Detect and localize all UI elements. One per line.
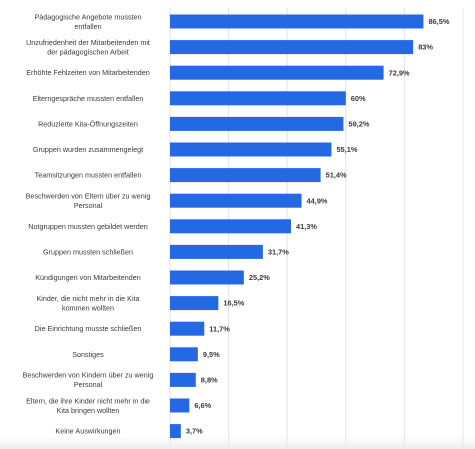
bar: [170, 193, 302, 208]
value-label: 41,3%: [296, 222, 317, 231]
bar: [170, 372, 196, 387]
value-label: 3,7%: [186, 427, 203, 436]
category-label: Erhöhte Fehlzeiten von Mitarbeitenden: [26, 68, 149, 77]
category-label: Eltern, die ihre Kinder nicht mehr in di…: [26, 396, 150, 415]
bar: [170, 116, 344, 131]
value-label: 72,9%: [389, 68, 410, 77]
category-label-line: Personal: [74, 380, 103, 389]
value-label: 31,7%: [268, 248, 289, 257]
bar: [170, 219, 292, 234]
category-label: Kündigungen von Mitarbeitenden: [35, 273, 141, 282]
category-label-line: Die Einrichtung musste schließen: [35, 324, 142, 333]
category-label-line: Eltern, die ihre Kinder nicht mehr in di…: [26, 396, 150, 405]
category-label-line: Keine Auswirkungen: [55, 427, 120, 436]
value-label: 6,6%: [194, 401, 211, 410]
category-label-line: Beschwerden von Eltern über zu wenig: [26, 191, 151, 200]
value-label: 25,2%: [249, 273, 270, 282]
category-label-line: Gruppen wurden zusammengelegt: [33, 145, 143, 154]
category-label-line: der pädagogischen Arbeit: [47, 47, 129, 56]
bar: [170, 270, 244, 285]
category-label: Gruppen mussten schließen: [43, 247, 133, 256]
category-label-line: Beschwerden von Kindern über zu wenig: [23, 371, 154, 380]
category-label-line: kommen wollten: [62, 303, 114, 312]
value-label: 51,4%: [326, 171, 347, 180]
category-label-line: entfallen: [74, 22, 101, 31]
category-label-line: Erhöhte Fehlzeiten von Mitarbeitenden: [26, 68, 149, 77]
category-label: Reduzierte Kita-Öffnungszeiten: [38, 119, 138, 128]
category-label-line: Personal: [74, 201, 103, 210]
value-label: 8,8%: [201, 376, 218, 385]
bar: [170, 14, 424, 29]
category-label: Sonstiges: [72, 350, 104, 359]
bar: [170, 424, 181, 439]
bar: [170, 65, 384, 80]
bar: [170, 296, 219, 311]
category-label: Beschwerden von Kindern über zu wenig Per…: [23, 371, 154, 390]
category-label-line: Pädagogische Angebote mussten: [34, 12, 141, 21]
value-label: 44,9%: [307, 196, 328, 205]
bar: [170, 244, 263, 259]
category-label-line: Teamsitzungen mussten entfallen: [35, 171, 142, 180]
bar: [170, 142, 332, 157]
category-label-line: Gruppen mussten schließen: [43, 247, 133, 256]
category-label: Gruppen wurden zusammengelegt: [33, 145, 143, 154]
bar: [170, 40, 414, 55]
value-label: 16,5%: [223, 299, 244, 308]
category-label-line: Reduzierte Kita-Öffnungszeiten: [38, 119, 138, 128]
category-label: Keine Auswirkungen: [55, 427, 120, 436]
category-label-line: Elterngespräche mussten entfallen: [33, 94, 144, 103]
category-label-line: Unzufriedenheit der Mitarbeitenden mit: [26, 38, 150, 47]
bar: [170, 398, 190, 413]
value-label: 59,2%: [348, 120, 369, 129]
category-label-line: Sonstiges: [72, 350, 104, 359]
category-label: Die Einrichtung musste schließen: [35, 324, 142, 333]
category-label: Elterngespräche mussten entfallen: [33, 94, 144, 103]
bar: [170, 168, 321, 183]
category-label: Kinder, die nicht mehr in die Kita kommen…: [36, 294, 139, 313]
category-label: Teamsitzungen mussten entfallen: [35, 171, 142, 180]
category-label-line: Kinder, die nicht mehr in die Kita: [36, 294, 139, 303]
bottom-fade: [0, 437, 475, 449]
value-label: 55,1%: [336, 145, 357, 154]
value-label: 86,5%: [428, 17, 449, 26]
category-label: Beschwerden von Eltern über zu wenig Pers…: [26, 191, 151, 210]
value-label: 60%: [351, 94, 366, 103]
bar: [170, 321, 205, 336]
value-label: 83%: [418, 43, 433, 52]
category-label-line: Kündigungen von Mitarbeitenden: [35, 273, 141, 282]
category-label-line: Notgruppen mussten gebildet werden: [28, 222, 147, 231]
category-label: Notgruppen mussten gebildet werden: [28, 222, 147, 231]
category-label: Pädagogische Angebote mussten entfallen: [34, 12, 141, 31]
bar: [170, 91, 346, 106]
category-label: Unzufriedenheit der Mitarbeitenden mit de…: [26, 38, 150, 57]
value-label: 11,7%: [209, 324, 230, 333]
bar: [170, 347, 198, 362]
value-label: 9,5%: [203, 350, 220, 359]
category-label-line: Kita bringen wollten: [57, 406, 120, 415]
